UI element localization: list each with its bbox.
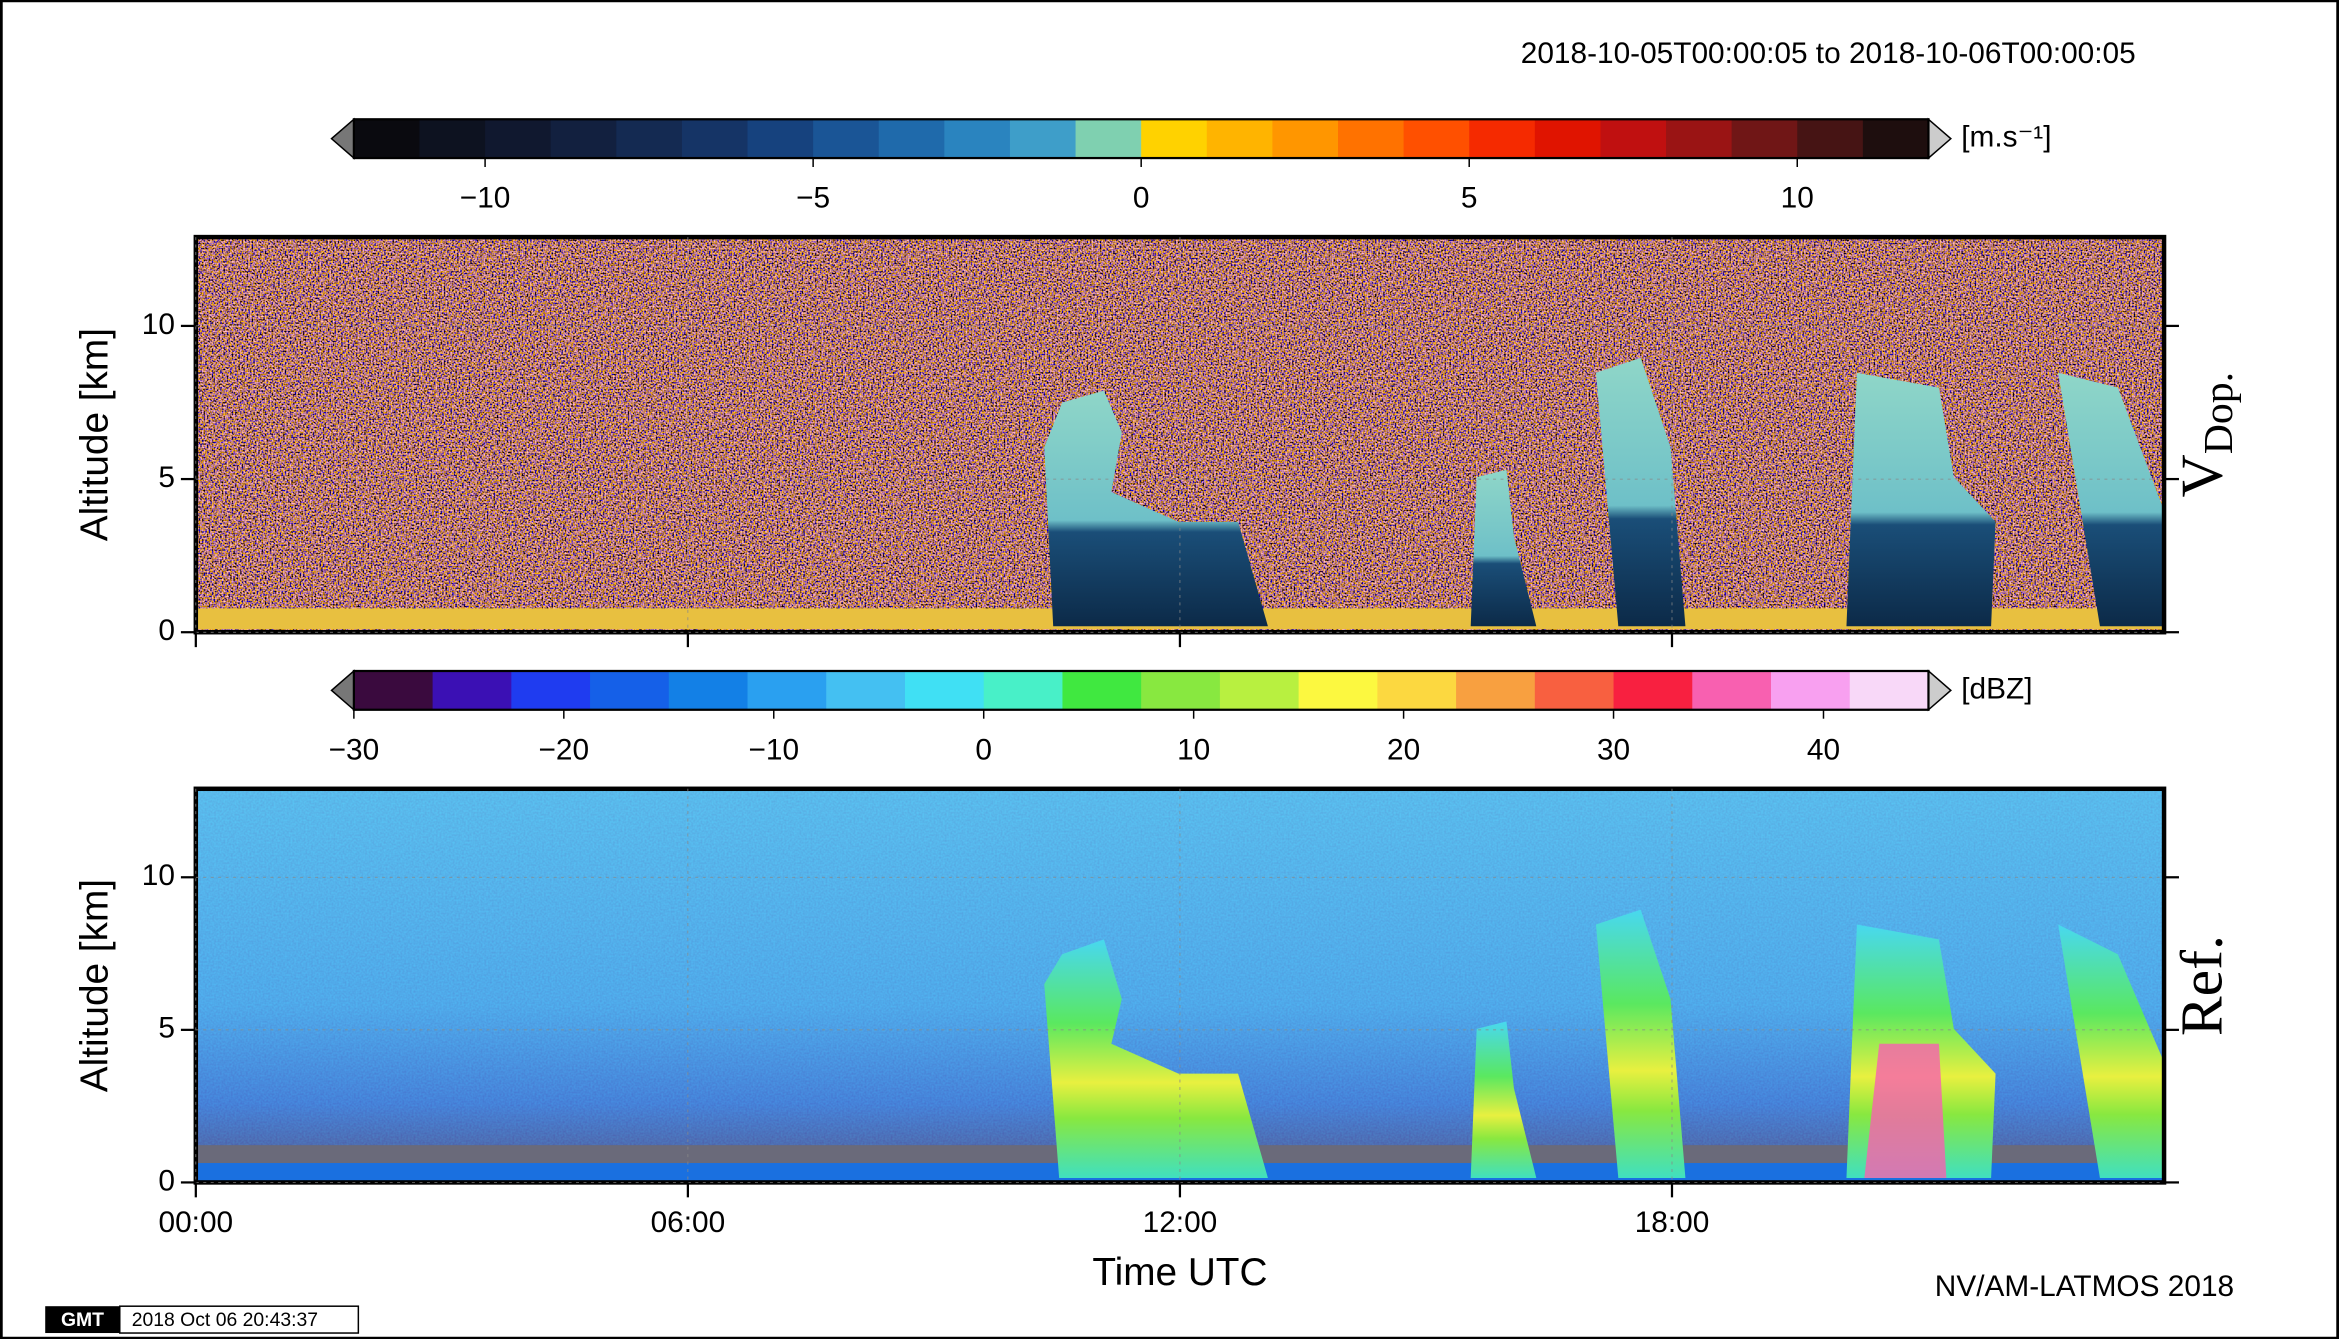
panel-label-main: V — [2168, 454, 2234, 497]
colorbar-swatch — [826, 670, 906, 710]
x-tick-label: 12:00 — [1143, 1206, 1218, 1239]
colorbar-tick-label: −20 — [539, 733, 590, 766]
colorbar-tick-label: 5 — [1461, 182, 1478, 215]
logo: GMT — [61, 1309, 104, 1331]
colorbar-swatch — [353, 670, 434, 710]
colorbar-tick-label: 40 — [1807, 733, 1840, 766]
colorbar-swatch — [1062, 670, 1142, 710]
colorbar-swatch — [747, 119, 814, 159]
colorbar-swatch — [1377, 670, 1457, 710]
y-tick-label: 5 — [158, 1012, 175, 1045]
colorbar-swatch — [1600, 119, 1667, 159]
colorbar-swatch — [550, 119, 618, 159]
colorbar-swatch — [1337, 119, 1405, 159]
colorbar-swatch — [1534, 119, 1602, 159]
colorbar-tick-label: 30 — [1597, 733, 1630, 766]
colorbar-swatch — [432, 670, 513, 710]
y-tick-label: 5 — [158, 461, 175, 494]
x-tick-label: 18:00 — [1635, 1206, 1710, 1239]
colorbar-swatch — [1075, 119, 1142, 159]
y-tick-label: 0 — [158, 1164, 175, 1197]
colorbar-swatch — [1141, 670, 1221, 710]
colorbar-swatch — [1403, 119, 1470, 159]
colorbar-swatch — [1469, 119, 1536, 159]
colorbar-unit: [dBZ] — [1961, 672, 2032, 705]
colorbar-frame — [352, 669, 1930, 711]
logo-box — [45, 1306, 120, 1334]
colorbar-tick-label: 10 — [1781, 182, 1814, 215]
colorbar-swatch — [1731, 119, 1798, 159]
colorbar-swatch — [1862, 119, 1930, 159]
y-axis-label: Altitude [km] — [74, 328, 117, 541]
colorbar-swatch — [1141, 119, 1208, 159]
colorbar-swatch — [1692, 670, 1772, 710]
y-axis-label: Altitude [km] — [74, 879, 117, 1092]
colorbar-swatch — [511, 670, 591, 710]
y-tick-label: 0 — [158, 614, 175, 647]
colorbar-swatch — [485, 119, 552, 159]
y-tick-label: 10 — [142, 859, 175, 892]
colorbar-swatch — [1206, 119, 1274, 159]
colorbar-tick-label: 0 — [975, 733, 992, 766]
colorbar-swatch — [668, 670, 749, 710]
colorbar-swatch — [1272, 119, 1339, 159]
colorbar-unit: [m.s⁻¹] — [1961, 121, 2051, 154]
colorbar-swatch — [813, 119, 880, 159]
colorbar-swatch — [983, 670, 1064, 710]
colorbar-swatch — [904, 670, 985, 710]
colorbar-tick-label: 20 — [1387, 733, 1420, 766]
colorbar-tick-label: −30 — [329, 733, 380, 766]
colorbar-tick-label: 10 — [1177, 733, 1210, 766]
colorbar-swatch — [1613, 670, 1694, 710]
colorbar-swatch — [616, 119, 683, 159]
colorbar-swatch — [419, 119, 486, 159]
colorbar-tick-label: 0 — [1133, 182, 1150, 215]
credit: NV/AM-LATMOS 2018 — [1935, 1270, 2234, 1303]
stamp: 2018 Oct 06 20:43:37 — [132, 1309, 318, 1331]
x-tick-label: 00:00 — [159, 1206, 234, 1239]
figure-title: 2018-10-05T00:00:05 to 2018-10-06T00:00:… — [1521, 37, 2136, 70]
colorbar-swatch — [878, 119, 946, 159]
colorbar-tick-label: −5 — [796, 182, 830, 215]
colorbar-swatch — [353, 119, 421, 159]
colorbar-swatch — [747, 670, 827, 710]
colorbar-swatch — [1534, 670, 1615, 710]
colorbar-tick-label: −10 — [748, 733, 799, 766]
panel-label: Ref. — [2168, 935, 2234, 1036]
stamp-box — [119, 1305, 360, 1334]
colorbar-swatch — [1771, 670, 1851, 710]
y-tick-label: 10 — [142, 308, 175, 341]
colorbar-swatch — [1797, 119, 1864, 159]
colorbar-swatch — [590, 670, 670, 710]
x-axis-label: Time UTC — [1092, 1251, 1267, 1294]
colorbar-swatch — [681, 119, 749, 159]
panel-label-main: Ref. — [2168, 935, 2234, 1036]
colorbar-tick-label: −10 — [460, 182, 511, 215]
x-tick-label: 06:00 — [651, 1206, 726, 1239]
colorbar-swatch — [1298, 670, 1379, 710]
panel-label-sub: Dop. — [2196, 372, 2242, 454]
panel-label: VDop. — [2168, 372, 2242, 497]
colorbar-swatch — [1849, 670, 1930, 710]
colorbar-swatch — [1666, 119, 1733, 159]
colorbar-swatch — [1456, 670, 1536, 710]
colorbar-swatch — [1009, 119, 1077, 159]
colorbar-swatch — [944, 119, 1011, 159]
colorbar-swatch — [1219, 670, 1300, 710]
